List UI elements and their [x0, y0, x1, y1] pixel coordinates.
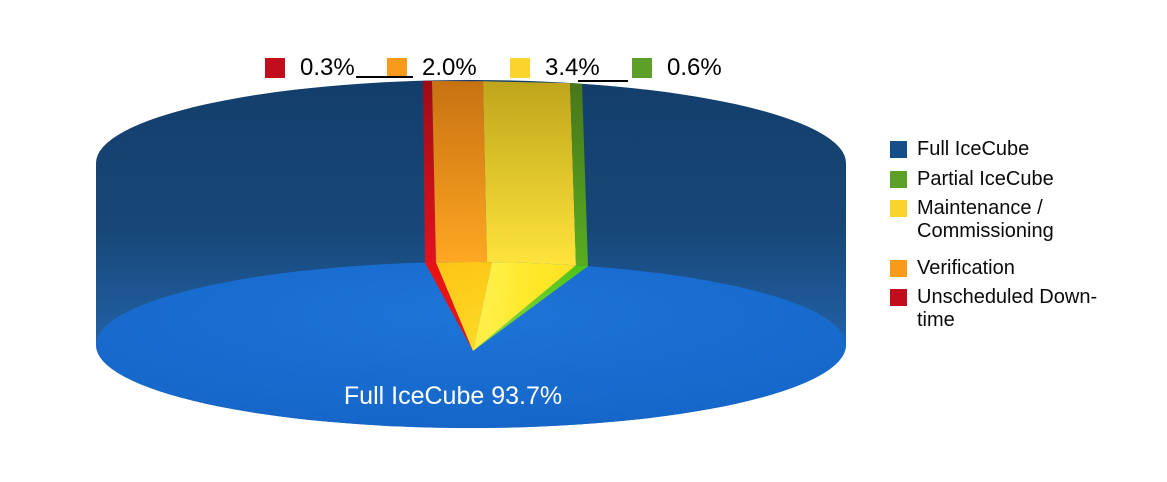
- legend-label-full-icecube: Full IceCube: [917, 138, 1030, 160]
- legend-label-verification: Verification: [917, 257, 1015, 279]
- pie-band-verification: [432, 81, 487, 263]
- legend-label-unscheduled-downtime: Unscheduled Down- time: [917, 286, 1098, 331]
- pie-wedge-verification: [436, 261, 492, 351]
- legend-item-full-icecube: Full IceCube: [890, 138, 1029, 161]
- callout-unscheduled-downtime: 0.3%: [265, 54, 355, 82]
- yellow-swatch-icon: [510, 58, 530, 78]
- pie-wedge-unscheduled-downtime: [425, 262, 473, 351]
- red-swatch-icon: [265, 58, 285, 78]
- callout-value: 2.0%: [422, 54, 477, 81]
- leader-line-partial-icecube: [578, 80, 628, 82]
- pie-band-unscheduled-downtime: [423, 80, 436, 263]
- callout-maintenance-commissioning: 3.4%: [510, 54, 600, 82]
- legend-label-maintenance-commissioning: Maintenance / Commissioning: [917, 197, 1054, 242]
- legend-item-unscheduled-downtime: Unscheduled Down- time: [890, 286, 1097, 332]
- pie-face-label: Full IceCube 93.7%: [343, 382, 563, 410]
- callout-verification: 2.0%: [387, 54, 477, 82]
- green-swatch-icon: [632, 58, 652, 78]
- legend-swatch-partial-icecube: [890, 171, 907, 188]
- legend-item-verification: Verification: [890, 257, 1015, 280]
- callout-value: 3.4%: [545, 54, 600, 81]
- legend-item-partial-icecube: Partial IceCube: [890, 168, 1054, 191]
- pie-band-partial-icecube: [570, 83, 588, 267]
- pie-wedge-partial-icecube: [473, 265, 588, 351]
- legend-swatch-maintenance-commissioning: [890, 200, 907, 217]
- callout-value: 0.6%: [667, 54, 722, 81]
- pie-wedge-maintenance-commissioning: [473, 262, 576, 351]
- callout-value: 0.3%: [300, 54, 355, 81]
- leader-line-unscheduled-downtime: [356, 76, 413, 78]
- legend-swatch-unscheduled-downtime: [890, 289, 907, 306]
- orange-swatch-icon: [387, 58, 407, 78]
- legend-label-partial-icecube: Partial IceCube: [917, 168, 1054, 190]
- legend-swatch-verification: [890, 260, 907, 277]
- pie-band-maintenance-commissioning: [483, 81, 576, 266]
- legend-item-maintenance-commissioning: Maintenance / Commissioning: [890, 197, 1054, 243]
- legend-swatch-full-icecube: [890, 141, 907, 158]
- callout-partial-icecube: 0.6%: [632, 54, 722, 82]
